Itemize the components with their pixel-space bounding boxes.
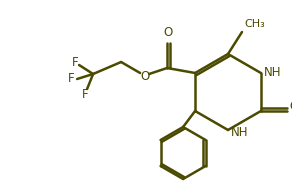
Text: NH: NH [264, 66, 281, 79]
Text: NH: NH [231, 126, 248, 138]
Text: F: F [82, 88, 88, 100]
Text: CH₃: CH₃ [244, 19, 265, 29]
Text: F: F [68, 73, 74, 85]
Text: O: O [164, 26, 173, 39]
Text: O: O [289, 100, 292, 113]
Text: F: F [72, 55, 79, 69]
Text: O: O [140, 70, 150, 83]
